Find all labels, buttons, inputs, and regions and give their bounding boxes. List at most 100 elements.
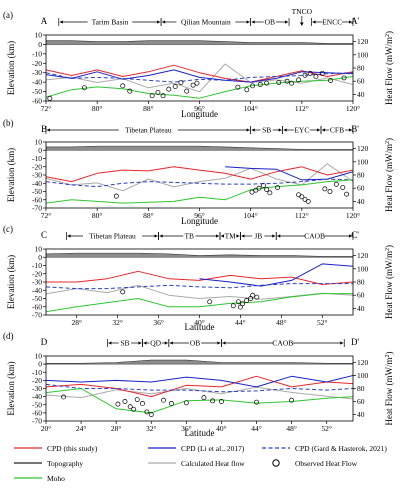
hf-tick-label: 60 xyxy=(357,291,365,300)
region-arrow-head xyxy=(222,341,226,345)
plot-area-c xyxy=(46,252,353,313)
region-arrow-head xyxy=(340,341,344,345)
observed-heat-flow-point xyxy=(184,88,190,94)
hf-tick-label: 120 xyxy=(357,358,369,367)
region-bracket: TB xyxy=(158,232,221,241)
observed-heat-flow-point xyxy=(244,298,250,303)
region-arrow-head xyxy=(277,234,281,238)
series-cpd_li xyxy=(225,166,353,181)
hf-tick-label: 60 xyxy=(357,397,365,406)
region-label: JB xyxy=(254,232,262,241)
region-bracket: CFB xyxy=(320,126,354,135)
x-tick-label: 120° xyxy=(346,211,360,220)
x-tick-label: 80° xyxy=(92,211,103,220)
x-tick-label: 24° xyxy=(76,424,87,433)
observed-heat-flow-point xyxy=(289,80,295,86)
hf-axis-label-suffix: ) xyxy=(384,352,394,355)
observed-heat-flow-point xyxy=(235,84,241,90)
region-arrow-head xyxy=(251,128,255,132)
observed-heat-flow-point xyxy=(155,89,161,95)
marker-arrow-head xyxy=(300,22,304,26)
calculated-heat-flow-line xyxy=(46,63,353,93)
hf-tick-label: 60 xyxy=(357,184,365,193)
hf-axis-label-exp: 2 xyxy=(385,355,391,358)
series-moho xyxy=(46,76,353,99)
hf-axis-label-prefix: Heat Flow (mW/m xyxy=(384,37,394,105)
hf-axis-label-suffix: ) xyxy=(384,138,394,141)
panel-letter: (d) xyxy=(3,331,14,341)
region-arrow-head xyxy=(241,234,245,238)
observed-heat-flow-point xyxy=(264,187,270,192)
hf-tick-label: 40 xyxy=(357,410,365,419)
y-tick-label: -60 xyxy=(32,195,42,204)
observed-heat-flow-point xyxy=(305,198,311,204)
region-arrow-head xyxy=(220,234,224,238)
observed-heat-flow-point xyxy=(254,399,259,405)
hf-tick-label: 100 xyxy=(357,371,369,380)
hf-tick-label: 40 xyxy=(357,197,365,206)
y-tick-label: -20 xyxy=(32,376,42,385)
y-tick-label: 0 xyxy=(38,360,42,369)
x-tick-label: 48° xyxy=(276,318,287,327)
region-bracket: SB xyxy=(107,339,143,348)
hf-tick-label: 80 xyxy=(357,384,365,393)
region-arrow-head xyxy=(278,128,282,132)
x-tick-label: 88° xyxy=(143,211,154,220)
region-label: CFB xyxy=(330,126,344,135)
series-cpd_this xyxy=(46,166,353,183)
x-tick-label: 80° xyxy=(92,104,103,113)
y-axis-label: Elevation (km) xyxy=(6,148,16,202)
region-arrow-head xyxy=(217,341,221,345)
region-arrow-head xyxy=(162,20,166,24)
series-cpd_gard xyxy=(46,72,353,83)
observed-heat-flow-point xyxy=(256,185,262,191)
hf-axis-label: Heat Flow (mW/m2) xyxy=(384,138,394,212)
x-tick-label: 32° xyxy=(146,424,157,433)
region-label: Tibetan Plateau xyxy=(125,126,172,135)
hf-tick-label: 80 xyxy=(357,171,365,180)
legend-label: CPD (Gard & Hasterok, 2021) xyxy=(295,444,387,453)
y-tick-label: 10 xyxy=(35,245,43,254)
observed-heat-flow-point xyxy=(122,399,128,404)
y-tick-label: -30 xyxy=(32,384,42,393)
region-arrow-head xyxy=(164,341,168,345)
observed-heat-flow-point xyxy=(61,394,66,400)
series-moho xyxy=(46,388,353,414)
region-arrow-head xyxy=(236,234,240,238)
x-tick-label: 104° xyxy=(244,211,258,220)
series-cpd_gard xyxy=(46,178,353,188)
x-tick-label: 40° xyxy=(194,318,205,327)
observed-heat-flow-point xyxy=(183,400,189,406)
region-label: Qilian Mountain xyxy=(181,18,231,27)
region-label: TB xyxy=(184,232,194,241)
region-label: OB xyxy=(265,18,275,27)
observed-heat-flow-point xyxy=(327,189,333,194)
y-tick-label: -10 xyxy=(32,49,42,58)
legend-label: Observed Heat Flow xyxy=(295,459,358,468)
observed-heat-flow-point xyxy=(250,292,256,298)
y-tick-label: -30 xyxy=(32,278,42,287)
hf-tick-label: 120 xyxy=(357,37,369,46)
observed-heat-flow-point xyxy=(302,72,308,78)
x-tick-label: 36° xyxy=(181,424,192,433)
y-tick-label: -50 xyxy=(32,400,42,409)
observed-heat-flow-point xyxy=(120,289,126,295)
profile-end-label: C' xyxy=(351,230,359,240)
hf-axis-label-suffix: ) xyxy=(384,31,394,34)
observed-heat-flow-point xyxy=(160,93,166,99)
region-arrow-head xyxy=(47,128,50,132)
hf-tick-label: 100 xyxy=(357,50,369,59)
x-tick-label: 48° xyxy=(286,424,297,433)
topography-band xyxy=(46,252,353,258)
hf-axis-label-suffix: ) xyxy=(384,245,394,248)
region-label: CAOB xyxy=(304,232,325,241)
y-tick-label: -60 xyxy=(32,408,42,417)
observed-heat-flow-point xyxy=(341,75,347,81)
region-arrow-head xyxy=(169,341,173,345)
observed-heat-flow-point xyxy=(210,398,216,404)
y-tick-label: 10 xyxy=(35,352,43,361)
observed-heat-flow-point xyxy=(194,80,200,86)
region-arrow-head xyxy=(251,20,255,24)
observed-heat-flow-point xyxy=(254,294,260,300)
